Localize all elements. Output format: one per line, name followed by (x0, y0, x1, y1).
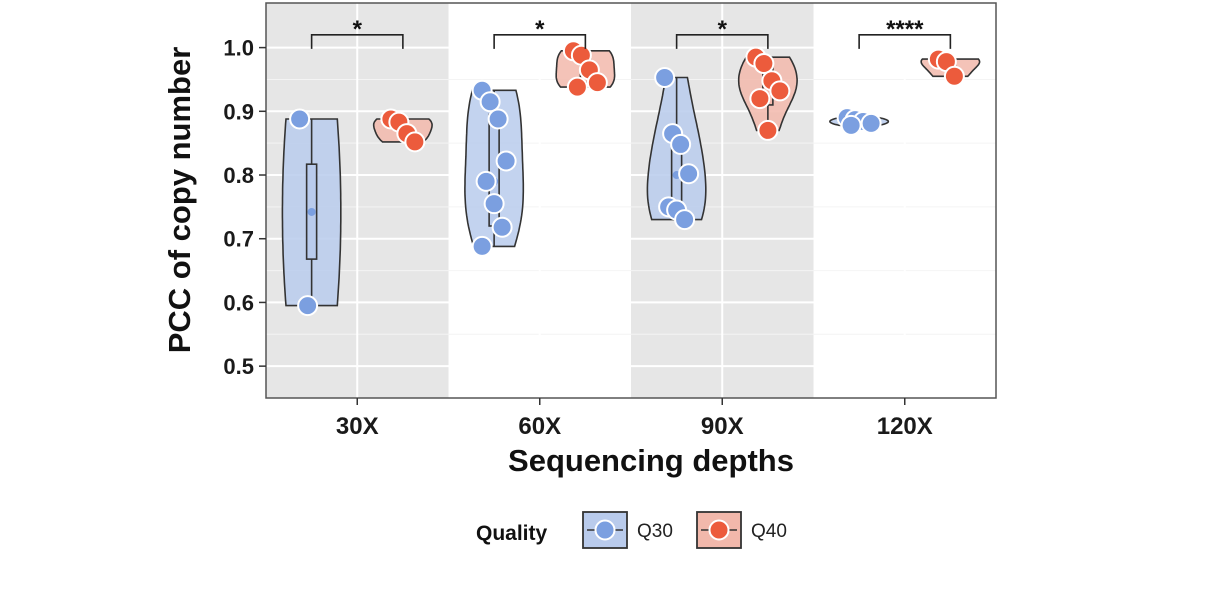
data-point-q40 (769, 80, 791, 102)
data-point-q30 (840, 114, 862, 136)
grid-lines (266, 3, 996, 398)
data-point-q40 (757, 119, 779, 141)
data-point-q30 (487, 108, 509, 130)
data-point-q40 (753, 53, 775, 75)
y-tick-label: 0.6 (223, 290, 254, 315)
significance-label: * (718, 16, 728, 43)
y-tick-label: 1.0 (223, 36, 254, 61)
y-tick-label: 0.7 (223, 227, 254, 252)
x-tick-label: 90X (701, 413, 744, 440)
data-point-q40 (404, 131, 426, 153)
data-points (289, 40, 965, 317)
data-point-q30 (471, 235, 493, 257)
data-point-q30 (495, 150, 517, 172)
legend-title: Quality (476, 522, 548, 545)
y-tick-label: 0.9 (223, 99, 254, 124)
significance-bracket (858, 34, 952, 49)
y-tick-label: 0.8 (223, 163, 254, 188)
data-point-q30 (491, 216, 513, 238)
data-point-q30 (479, 91, 501, 113)
data-point-q30 (670, 133, 692, 155)
data-point-q30 (475, 170, 497, 192)
x-axis-title: Sequencing depths (508, 443, 794, 478)
significance-label: * (535, 16, 545, 43)
legend-key-point (708, 519, 730, 541)
data-point-q40 (586, 72, 608, 94)
box-median (307, 207, 316, 216)
x-axis: 30X 60X 90X 120X (336, 398, 933, 440)
data-point-q30 (297, 295, 319, 317)
significance-bracket (675, 34, 769, 49)
data-point-q30 (674, 209, 696, 231)
data-point-q30 (860, 112, 882, 134)
legend-key-point (594, 519, 616, 541)
data-point-q40 (749, 88, 771, 110)
significance-label: * (353, 16, 363, 43)
significance-bracket (310, 34, 404, 49)
data-point-q30 (678, 163, 700, 185)
significance-label: **** (886, 16, 924, 43)
x-tick-label: 60X (518, 413, 561, 440)
legend-label-q40: Q40 (751, 521, 787, 542)
significance-bracket (493, 34, 587, 49)
data-point-q30 (654, 67, 676, 89)
data-point-q30 (289, 108, 311, 130)
x-tick-label: 120X (877, 413, 933, 440)
plot-panel-border (265, 2, 997, 399)
x-tick-label: 30X (336, 413, 379, 440)
category-bands (266, 3, 996, 398)
y-axis-title: PCC of copy number (162, 47, 197, 354)
data-point-q40 (566, 76, 588, 98)
y-axis: 0.5 0.6 0.7 0.8 0.9 1.0 (223, 36, 266, 379)
legend-label-q30: Q30 (637, 521, 673, 542)
significance-brackets: * * * **** (310, 16, 952, 49)
legend: Quality Q30 Q40 (476, 511, 787, 549)
data-point-q40 (943, 65, 965, 87)
data-point-q30 (483, 193, 505, 215)
y-tick-label: 0.5 (223, 354, 254, 379)
